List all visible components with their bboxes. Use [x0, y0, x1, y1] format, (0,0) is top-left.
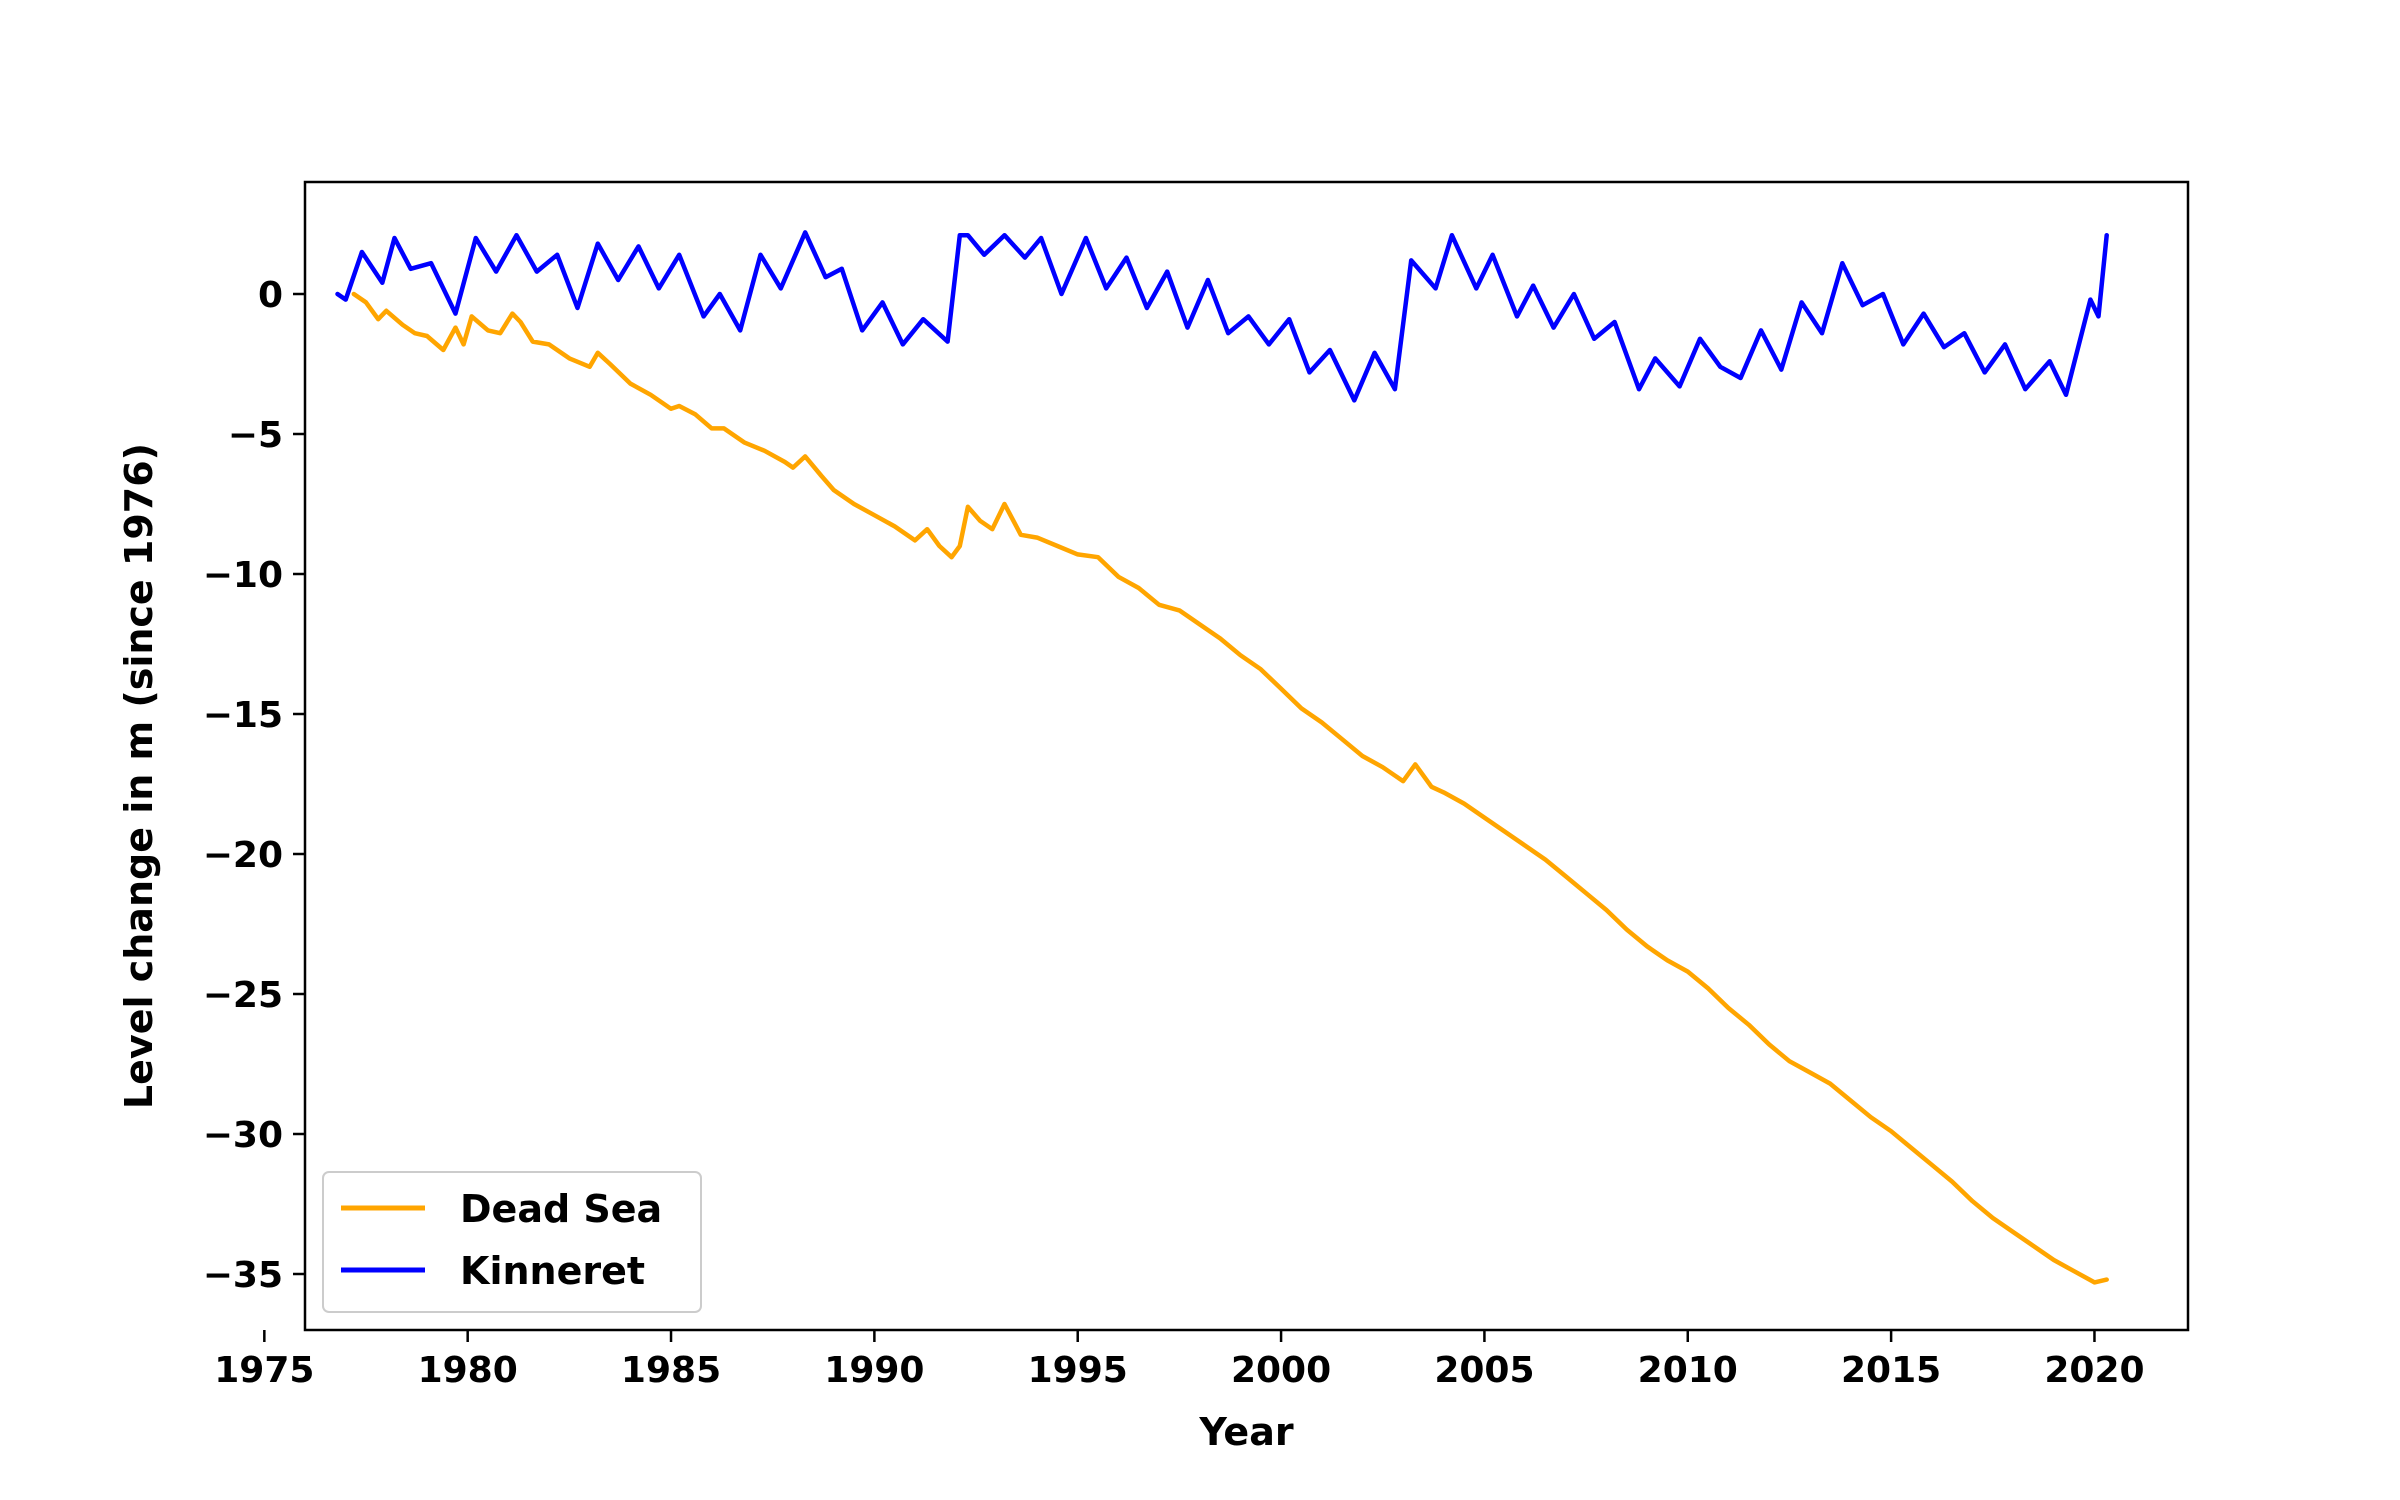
y-axis: 0 −5 −10 −15 −20 −25 −30 −35	[203, 275, 305, 1296]
legend-label: Kinneret	[460, 1249, 645, 1293]
y-tick-label: −15	[203, 695, 283, 736]
x-tick-label: 2000	[1231, 1350, 1331, 1391]
y-tick-label: −10	[203, 555, 283, 596]
x-tick-label: 1990	[824, 1350, 924, 1391]
x-axis-label: Year	[1198, 1410, 1293, 1454]
x-tick-label: 1980	[418, 1350, 518, 1391]
y-tick-label: −30	[203, 1115, 283, 1156]
x-tick-label: 1995	[1028, 1350, 1128, 1391]
plot-frame	[303, 180, 2190, 1332]
series-layer	[335, 230, 2109, 1285]
y-axis-label: Level change in m (since 1976)	[117, 443, 161, 1109]
x-tick-label: 2005	[1434, 1350, 1534, 1391]
x-tick-label: 1985	[621, 1350, 721, 1391]
y-tick-label: −20	[203, 835, 283, 876]
x-tick-label: 1975	[214, 1350, 314, 1391]
series-line-kinneret	[335, 230, 2109, 403]
series-line-dead-sea	[351, 291, 2109, 1285]
y-tick-label: −35	[203, 1255, 283, 1296]
y-tick-label: −5	[228, 415, 283, 456]
legend: Dead Sea Kinneret	[322, 1171, 702, 1313]
x-axis: 1975 1980 1985 1990 1995 2000 2005 2010 2015 2020	[214, 1330, 2145, 1391]
x-tick-label: 2010	[1638, 1350, 1738, 1391]
y-tick-label: 0	[258, 275, 283, 316]
legend-label: Dead Sea	[460, 1187, 662, 1231]
x-tick-label: 2015	[1841, 1350, 1941, 1391]
y-tick-label: −25	[203, 975, 283, 1016]
x-tick-label: 2020	[2044, 1350, 2144, 1391]
